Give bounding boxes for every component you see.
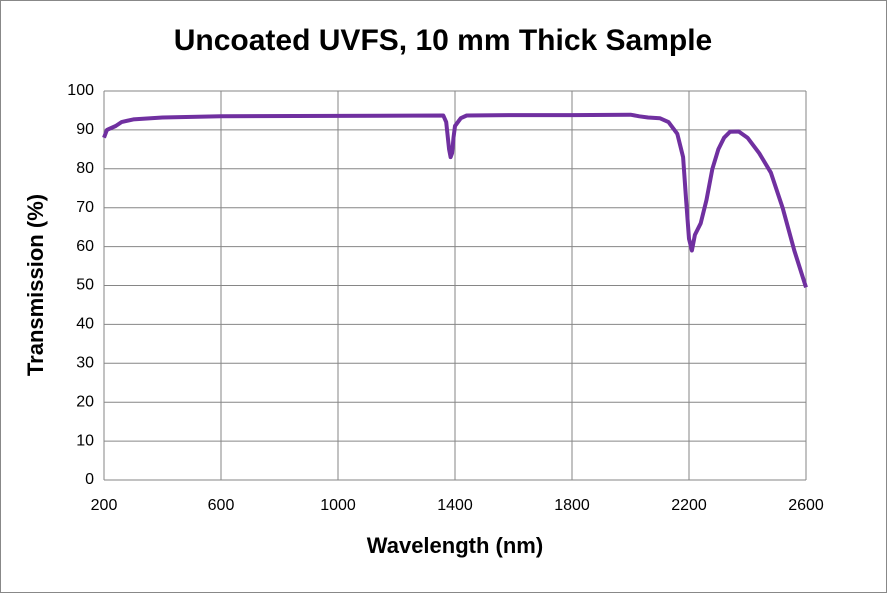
y-tick-label: 0 [85,471,94,488]
x-tick-label: 2200 [671,497,707,514]
y-tick-label: 20 [76,393,94,410]
x-tick-label: 2600 [788,497,824,514]
y-tick-label: 80 [76,160,94,177]
y-tick-label: 60 [76,238,94,255]
y-tick-label: 100 [67,82,94,99]
x-tick-label: 200 [91,497,118,514]
x-tick-label: 600 [208,497,235,514]
x-tick-label: 1000 [320,497,356,514]
chart-title: Uncoated UVFS, 10 mm Thick Sample [174,24,713,57]
x-tick-label: 1400 [437,497,473,514]
y-tick-label: 30 [76,355,94,372]
y-tick-label: 50 [76,277,94,294]
y-tick-label: 90 [76,121,94,138]
y-axis-label: Transmission (%) [23,194,48,376]
data-line [102,112,808,289]
y-tick-label: 40 [76,316,94,333]
y-tick-label: 70 [76,199,94,216]
x-axis-label: Wavelength (nm) [367,533,543,558]
y-tick-label: 10 [76,432,94,449]
x-tick-label: 1800 [554,497,590,514]
